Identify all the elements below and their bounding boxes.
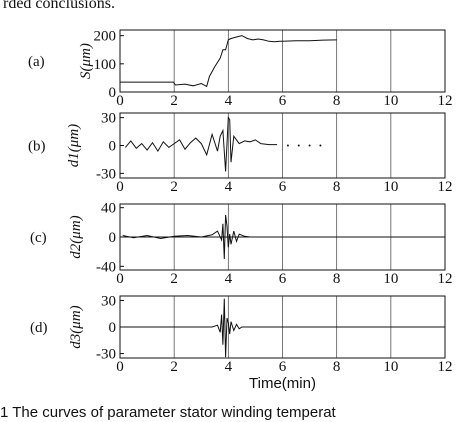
panel-label: (a) [28,54,45,70]
x-tick-label: 0 [116,179,124,195]
x-tick-label: 10 [383,179,398,195]
y-tick-label: 100 [94,57,117,73]
y-tick-label: -30 [96,347,116,363]
data-point [297,144,300,147]
x-tick-label: 0 [116,271,124,287]
x-tick-label: 0 [116,93,124,109]
x-tick-label: 6 [279,93,287,109]
series-line [120,298,445,358]
series-line [125,116,278,172]
x-tick-label: 0 [116,359,124,375]
panel-label: (d) [30,320,48,336]
y-tick-label: 30 [101,111,116,127]
y-axis-label: d1(μm) [66,124,82,167]
x-tick-label: 2 [170,271,178,287]
y-tick-label: -40 [96,259,116,275]
x-tick-label: 10 [383,359,398,375]
x-axis-label: Time(min) [249,375,316,392]
x-tick-label: 2 [170,93,178,109]
x-tick-label: 12 [438,93,453,109]
x-tick-label: 2 [170,179,178,195]
y-tick-label: 0 [109,230,117,246]
data-point [319,144,322,147]
y-axis-label: d2(μm) [68,215,84,258]
x-tick-label: 10 [383,93,398,109]
data-point [308,144,311,147]
x-tick-label: 10 [383,271,398,287]
panel-frame [119,29,446,93]
x-tick-label: 12 [438,179,453,195]
x-tick-label: 6 [279,359,287,375]
x-tick-label: 4 [225,93,233,109]
x-tick-label: 4 [225,271,233,287]
x-tick-label: 8 [333,179,341,195]
x-tick-label: 12 [438,359,453,375]
x-tick-label: 12 [438,271,453,287]
y-tick-label: 0 [109,85,117,101]
y-axis-label: S(μm) [78,43,94,79]
top-text-fragment: rded conclusions. [3,0,115,12]
x-tick-label: 4 [225,179,233,195]
x-tick-label: 8 [333,271,341,287]
y-tick-label: 0 [109,320,117,336]
y-tick-label: 30 [101,293,116,309]
panel-label: (b) [28,139,46,155]
x-tick-label: 2 [170,359,178,375]
y-tick-label: 0 [109,139,117,155]
x-tick-label: 4 [225,359,233,375]
data-point [286,144,289,147]
figure-caption: 1 The curves of parameter stator winding… [0,404,336,421]
y-axis-label: d3(μm) [68,305,84,348]
y-tick-label: -30 [96,166,116,182]
x-tick-label: 6 [279,179,287,195]
x-tick-label: 6 [279,271,287,287]
x-tick-label: 8 [333,359,341,375]
y-tick-label: 200 [94,29,117,45]
x-tick-label: 8 [333,93,341,109]
y-tick-label: 40 [101,201,116,217]
series-line [120,35,337,88]
panel-label: (c) [30,230,47,246]
